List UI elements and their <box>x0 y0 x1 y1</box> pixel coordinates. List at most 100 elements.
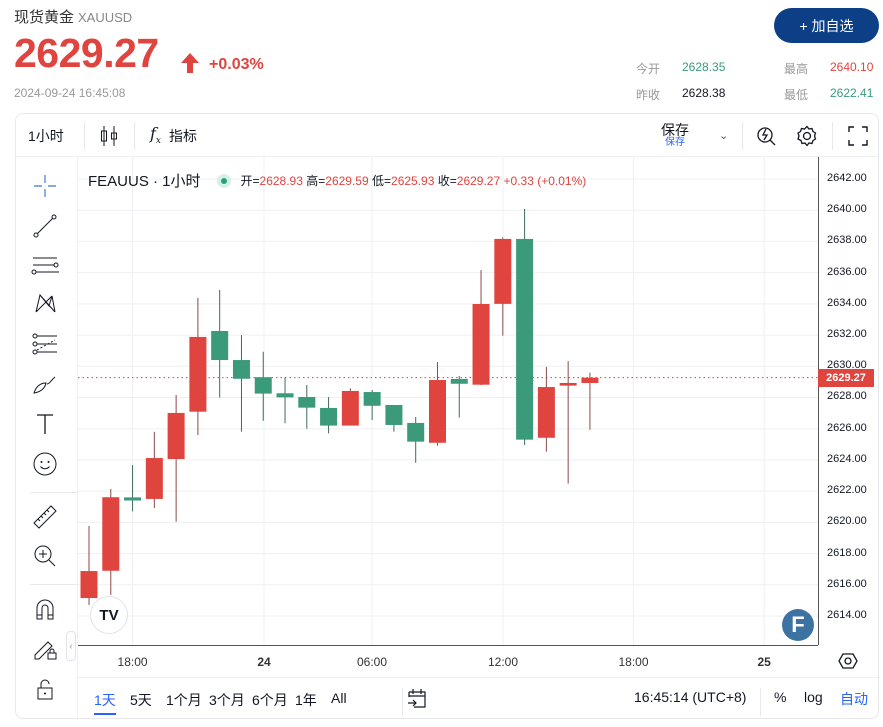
lock-tool[interactable] <box>30 674 60 704</box>
collapse-toolbar-button[interactable]: ‹ <box>66 631 76 661</box>
price-tick-label: 2628.00 <box>827 390 867 403</box>
instrument-title: 现货黄金 XAUUSD <box>14 6 132 27</box>
range-button[interactable]: 3个月 <box>209 692 245 708</box>
candle-body <box>298 397 316 408</box>
candle-body <box>167 412 185 459</box>
parallel-lines-icon <box>31 257 59 275</box>
fib-tool[interactable] <box>30 329 60 359</box>
price-tick-label: 2632.00 <box>827 328 867 341</box>
f-badge-icon[interactable]: F <box>782 609 814 641</box>
candle-body <box>80 571 98 599</box>
candle-body <box>537 387 555 438</box>
instrument-name: 现货黄金 <box>14 9 75 26</box>
hexagon-settings-icon <box>838 653 858 669</box>
brush-icon <box>33 376 56 394</box>
brush-tool[interactable] <box>30 369 60 399</box>
interval-button[interactable]: 1小时 <box>28 127 64 144</box>
candle-body <box>472 304 490 385</box>
arrow-up-icon <box>181 53 199 73</box>
save-sublabel: 保存 <box>665 136 685 148</box>
indicators-button[interactable]: fx 指标 <box>150 114 197 157</box>
parallel-lines-tool[interactable] <box>30 250 60 280</box>
fullscreen-button[interactable] <box>848 114 868 157</box>
crosshair-tool[interactable] <box>30 171 60 201</box>
quote-label: 昨收 <box>636 88 661 102</box>
open-label: 开= <box>240 174 260 188</box>
low-value: 2625.93 <box>391 174 435 188</box>
quote-low: 2622.41 <box>830 86 874 100</box>
candle-body <box>232 360 250 379</box>
legend-symbol: FEAUUS · 1小时 <box>88 173 201 190</box>
quote-label: 最高 <box>784 62 809 76</box>
chart-widget <box>15 113 879 719</box>
chevron-down-icon[interactable]: ⌄ <box>719 130 729 142</box>
indicators-label: 指标 <box>169 127 197 144</box>
candle-body <box>385 404 403 425</box>
price-tick-label: 2638.00 <box>827 234 867 247</box>
text-tool[interactable] <box>30 409 60 439</box>
candle-body <box>341 390 359 426</box>
time-tick-label: 18:00 <box>117 655 148 669</box>
close-value: 2629.27 <box>456 174 501 188</box>
function-icon: fx <box>150 124 161 147</box>
candle-type-button[interactable] <box>100 114 118 157</box>
candle-body <box>559 382 577 386</box>
emoji-tool[interactable] <box>30 449 60 479</box>
trend-line-icon <box>33 214 57 238</box>
clock[interactable]: 16:45:14 (UTC+8) <box>634 689 747 705</box>
range-button[interactable]: 1天 <box>94 690 116 715</box>
candle-body <box>407 422 425 442</box>
range-button[interactable]: 6个月 <box>252 692 288 708</box>
pencil-lock-icon <box>34 641 57 660</box>
auto-toggle[interactable]: 自动 <box>840 691 868 707</box>
drawing-toolbar <box>16 157 78 717</box>
range-button[interactable]: 1年 <box>295 692 317 708</box>
lock-drawings-tool[interactable] <box>30 633 60 663</box>
price-tick-label: 2630.00 <box>827 359 867 372</box>
price-tick-label: 2642.00 <box>827 172 867 184</box>
ruler-icon <box>33 505 57 529</box>
range-button[interactable]: 1个月 <box>166 692 202 708</box>
instrument-symbol: XAUUSD <box>78 10 133 25</box>
price-tick-label: 2618.00 <box>827 546 867 559</box>
price-axis[interactable]: 2642.00 2640.00 2638.00 2636.00 2634.00 2632.… <box>818 157 879 645</box>
quick-search-button[interactable] <box>756 114 778 157</box>
time-axis[interactable]: 18:00 24 06:00 12:00 18:00 25 <box>78 645 818 677</box>
pattern-tool[interactable] <box>30 288 60 318</box>
ruler-tool[interactable] <box>30 502 60 532</box>
candle-body <box>516 238 534 440</box>
time-tick-label: 25 <box>757 655 771 669</box>
add-watchlist-button[interactable]: + 加自选 <box>774 8 879 43</box>
time-tick-label: 18:00 <box>618 655 649 669</box>
lock-open-icon <box>37 679 53 700</box>
high-value: 2629.59 <box>325 174 369 188</box>
text-icon <box>37 414 53 434</box>
trend-line-tool[interactable] <box>30 211 60 241</box>
date-range-button[interactable] <box>406 687 428 714</box>
settings-button[interactable] <box>796 114 818 157</box>
log-toggle[interactable]: log <box>804 689 823 705</box>
price-tick-label: 2636.00 <box>827 265 867 278</box>
pattern-icon <box>35 293 56 313</box>
axis-settings-button[interactable] <box>838 651 858 676</box>
change-value: +0.33 (+0.01%) <box>503 174 587 188</box>
price-tick-label: 2624.00 <box>827 452 867 465</box>
candle-body <box>494 238 512 304</box>
candle-body <box>124 497 142 501</box>
quote-high: 2640.10 <box>830 60 874 74</box>
range-button[interactable]: All <box>331 690 347 706</box>
calendar-goto-icon <box>408 689 426 708</box>
save-label: 保存 <box>661 121 689 138</box>
candlestick-chart[interactable] <box>78 157 818 645</box>
save-button[interactable]: 保存 保存 <box>661 114 689 157</box>
candle-body <box>581 377 599 383</box>
time-tick-label: 24 <box>257 655 271 669</box>
price-tick-label: 2616.00 <box>827 577 867 590</box>
percent-toggle[interactable]: % <box>774 689 787 705</box>
tradingview-logo[interactable]: TV <box>90 596 128 634</box>
zoom-in-tool[interactable] <box>30 541 60 571</box>
open-value: 2628.93 <box>259 174 303 188</box>
close-label: 收= <box>437 174 457 188</box>
range-button[interactable]: 5天 <box>130 692 152 708</box>
magnet-tool[interactable] <box>30 594 60 624</box>
